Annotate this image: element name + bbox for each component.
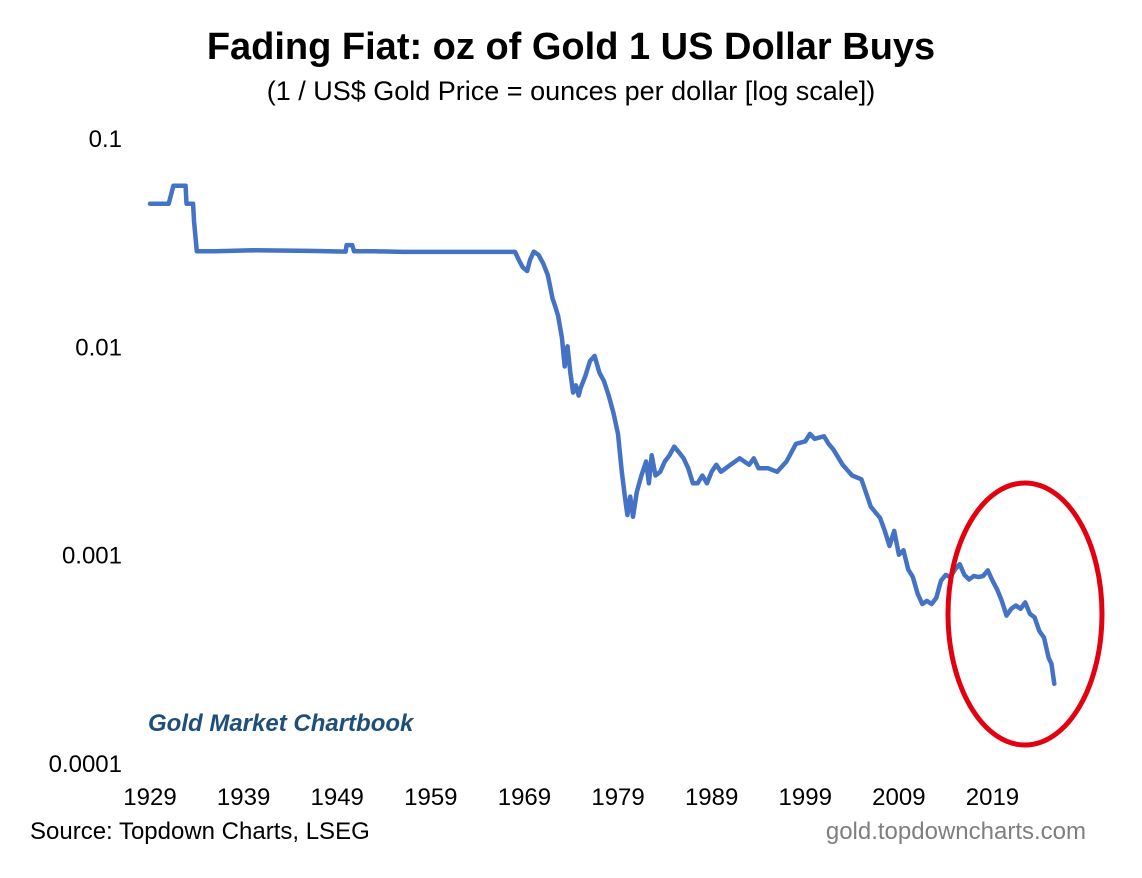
- chart-subtitle: (1 / US$ Gold Price = ounces per dollar …: [266, 76, 876, 106]
- series-line: [147, 183, 1057, 687]
- x-tick-label: 2019: [966, 784, 1019, 811]
- x-tick-label: 1959: [404, 784, 457, 811]
- x-tick-label: 1979: [591, 784, 644, 811]
- x-tick-label: 1989: [685, 784, 738, 811]
- y-tick-label: 0.0001: [49, 751, 122, 778]
- highlight-ellipse: [945, 480, 1105, 748]
- x-tick-label: 1929: [123, 784, 176, 811]
- website-credit: gold.topdowncharts.com: [825, 818, 1086, 845]
- y-tick-label: 0.01: [75, 334, 122, 361]
- series-layer: [147, 183, 1057, 687]
- y-axis-ticks: 0.1 0.01 0.001 0.0001: [49, 126, 122, 778]
- x-tick-label: 1999: [779, 784, 832, 811]
- x-tick-label: 1939: [217, 784, 270, 811]
- x-tick-label: 1949: [311, 784, 364, 811]
- x-axis-ticks: 1929 1939 1949 1959 1969 1979 1989 1999 2009 2019: [123, 784, 1019, 811]
- source-note: Source: Topdown Charts, LSEG: [30, 818, 370, 845]
- chartbook-annotation: Gold Market Chartbook: [148, 710, 415, 737]
- x-tick-label: 2009: [872, 784, 925, 811]
- y-tick-label: 0.1: [89, 126, 122, 153]
- x-tick-label: 1969: [498, 784, 551, 811]
- chart-title: Fading Fiat: oz of Gold 1 US Dollar Buys: [206, 26, 936, 68]
- y-tick-label: 0.001: [62, 543, 122, 570]
